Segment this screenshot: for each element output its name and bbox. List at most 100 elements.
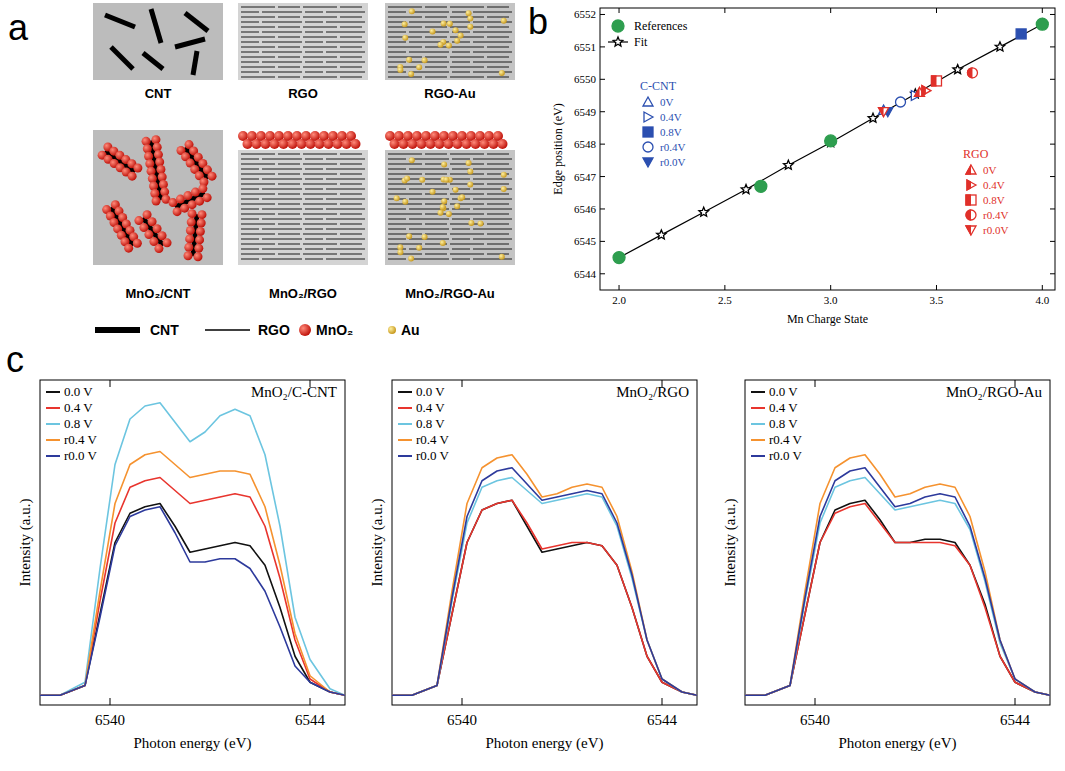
rgo-sheet [241, 228, 365, 229]
x-tick [815, 698, 816, 705]
panel-title: MnO₂/RGO-Au [946, 384, 1043, 400]
legend-label: Fit [634, 35, 648, 49]
fit-point [784, 160, 794, 169]
marker-shape [613, 252, 625, 264]
rgo-sheet [241, 168, 365, 169]
mno2-particle [197, 219, 206, 228]
marker-shape [613, 37, 623, 46]
y-tick [600, 241, 605, 242]
fit-line [619, 24, 1042, 257]
au-particle [446, 43, 452, 49]
rgo-sheet [241, 41, 365, 42]
x-tick [936, 285, 937, 290]
au-particle [499, 70, 505, 76]
plot-area [40, 403, 345, 696]
cnt [105, 15, 135, 27]
marker-shape [922, 86, 931, 96]
x-tick [619, 285, 620, 290]
sample-point [879, 108, 889, 117]
au-particle [397, 67, 403, 73]
fit-point [699, 207, 709, 216]
marker-shape [643, 158, 653, 167]
rgo-sheet [241, 66, 365, 67]
plot-area [392, 455, 697, 696]
y-tick [1050, 111, 1055, 112]
legend-line [46, 423, 60, 425]
legend-label: 0.4V [660, 111, 682, 123]
legend-label: r0.0V [983, 224, 1008, 236]
au-particle [459, 194, 465, 200]
rgo-sheet [388, 223, 512, 224]
fit-point [953, 65, 963, 74]
rgo-sheet [388, 11, 512, 12]
legend: ReferencesFitC-CNT0V0.4V0.8Vr0.4Vr0.0VRG… [608, 19, 1008, 236]
x-tick-label: 2.5 [718, 294, 732, 306]
au-particle [402, 35, 408, 41]
rgo-sheet [241, 153, 365, 154]
x-tick [462, 380, 463, 387]
x-tick [936, 8, 937, 13]
legend-line [398, 439, 412, 441]
au-particle [416, 64, 422, 70]
panel-title: MnO₂/RGO [616, 384, 689, 400]
mno2-particle [299, 324, 311, 336]
legend-marker [966, 165, 976, 174]
legend-label: 0.8 V [64, 416, 93, 431]
y-tick [600, 273, 605, 274]
legend-label: r0.4V [660, 141, 685, 153]
legend-label: 0.4 V [64, 400, 93, 415]
au-particle [394, 195, 400, 201]
x-tick [815, 380, 816, 387]
legend-label: 0.8V [983, 194, 1005, 206]
y-tick [1050, 79, 1055, 80]
x-tick [462, 698, 463, 705]
legend-line [398, 391, 412, 393]
marker-shape [755, 180, 767, 192]
au-particle [441, 161, 447, 167]
y-tick [600, 176, 605, 177]
rgo-sheet [241, 26, 365, 27]
rgo-sheet [241, 208, 365, 209]
au-particle [446, 211, 452, 217]
x-tick-label: 3.0 [824, 294, 838, 306]
spectrum-line [392, 478, 697, 696]
marker-shape [643, 127, 653, 137]
au-particle [467, 24, 473, 30]
fit-point [995, 42, 1005, 51]
mno2-particle [187, 218, 196, 227]
y-tick [1050, 176, 1055, 177]
cnt [111, 47, 133, 69]
panel-letter: b [528, 1, 548, 42]
rgo-sheet [241, 56, 365, 57]
marker-shape [966, 226, 976, 235]
schematic [385, 3, 515, 80]
x-tick [310, 698, 311, 705]
marker-shape [741, 185, 751, 194]
marker-shape [657, 230, 667, 239]
legend-label: 0.8 V [416, 416, 445, 431]
legend-label: r0.0 V [769, 448, 803, 463]
marker-shape [931, 76, 941, 86]
y-tick [600, 111, 605, 112]
marker-shape [967, 68, 972, 78]
y-axis-title: Intensity (a.u.) [369, 499, 386, 587]
legend-line [398, 407, 412, 409]
mno2-particle [184, 243, 193, 252]
spectrum-line [392, 468, 697, 696]
sample-point [931, 76, 941, 86]
legend-label: 0.0 V [769, 384, 798, 399]
au-particle [404, 176, 410, 182]
marker-shape [612, 20, 624, 32]
y-tick [600, 208, 605, 209]
x-axis-title: Mn Charge State [787, 312, 868, 326]
au-particle [501, 18, 507, 24]
au-particle [441, 21, 447, 27]
marker-shape [966, 165, 976, 174]
schematic [238, 3, 368, 80]
marker-shape [915, 87, 920, 96]
mno2-particle [194, 244, 203, 253]
mno2-particle [128, 172, 137, 181]
au-particle [406, 57, 412, 63]
spectrum-line [745, 500, 1050, 695]
au-particle [466, 160, 472, 166]
